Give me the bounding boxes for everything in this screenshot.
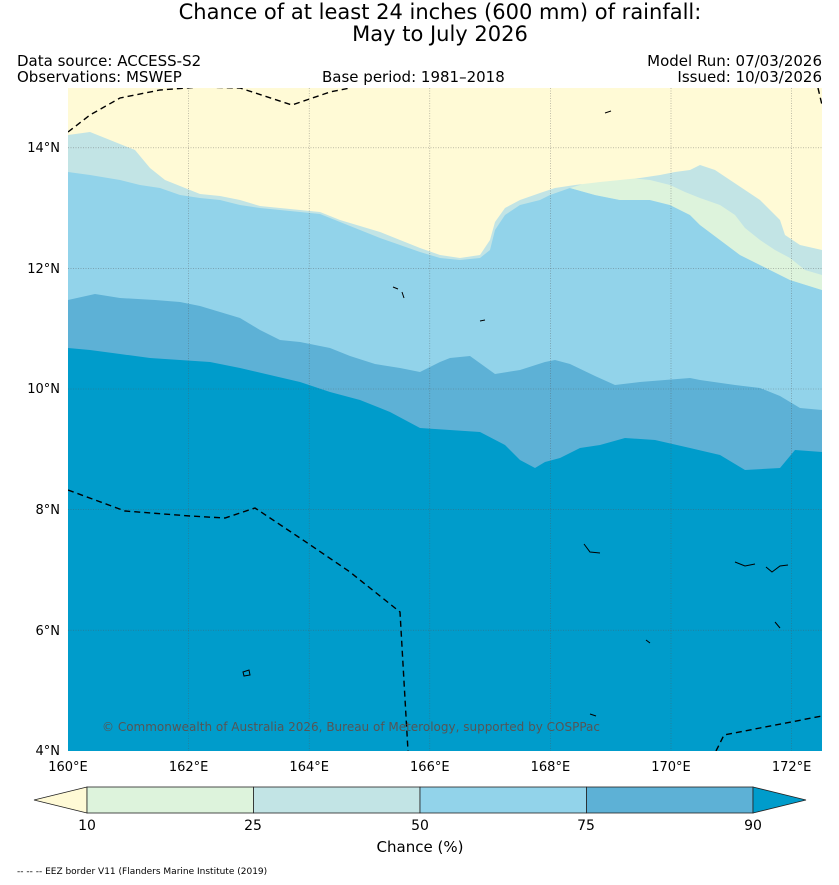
data-source: Data source: ACCESS-S2 (17, 52, 202, 70)
lat-label: 10°N (27, 382, 60, 397)
lon-label: 172°E (772, 760, 812, 775)
island (604, 110, 612, 114)
eez-border-north-east (817, 88, 822, 106)
colorbar-tick: 50 (411, 818, 429, 834)
colorbar-swatch-25-50 (253, 786, 421, 814)
eez-note: -- -- -- EEZ border V11 (Flanders Marine… (17, 867, 268, 877)
lon-label: 162°E (169, 760, 209, 775)
title-line-1: Chance of at least 24 inches (600 mm) of… (178, 0, 702, 24)
lon-label: 170°E (651, 760, 691, 775)
colorbar-tick: 90 (744, 818, 762, 834)
lon-label: 168°E (531, 760, 571, 775)
model-run: Model Run: 07/03/2026 (647, 52, 822, 70)
colorbar-swatch-75-90 (586, 786, 754, 814)
colorbar (33, 786, 807, 814)
colorbar-tick: 75 (577, 818, 595, 834)
island (774, 621, 781, 629)
colorbar-tick: 25 (244, 818, 262, 834)
island (645, 639, 651, 644)
lat-label: 6°N (36, 624, 61, 639)
eez-border-north (68, 88, 351, 133)
lon-label: 160°E (48, 760, 88, 775)
lat-label: 4°N (36, 744, 61, 759)
island (765, 564, 789, 573)
island (242, 669, 251, 677)
colorbar-under-arrow (33, 786, 88, 814)
lat-label: 8°N (36, 503, 61, 518)
island (479, 319, 486, 322)
copyright-notice: © Commonwealth of Australia 2026, Bureau… (102, 720, 600, 734)
colorbar-label: Chance (%) (376, 838, 464, 856)
island (392, 286, 405, 299)
zone-below-10 (68, 88, 822, 258)
lon-label: 166°E (410, 760, 450, 775)
island (589, 713, 597, 717)
title-line-2: May to July 2026 (352, 22, 528, 46)
colorbar-swatch-50-75 (419, 786, 587, 814)
colorbar-tick: 10 (78, 818, 96, 834)
lat-label: 14°N (27, 141, 60, 156)
base-period: Base period: 1981–2018 (322, 68, 505, 86)
eez-border-south (68, 489, 409, 751)
lon-label: 164°E (289, 760, 329, 775)
island (583, 543, 601, 554)
zone-10-25 (570, 88, 822, 290)
observations: Observations: MSWEP (17, 68, 182, 86)
issued-date: Issued: 10/03/2026 (677, 68, 822, 86)
island (734, 561, 756, 567)
colorbar-over-arrow (752, 786, 807, 814)
colorbar-swatch-10-25 (86, 786, 254, 814)
lat-label: 12°N (27, 262, 60, 277)
